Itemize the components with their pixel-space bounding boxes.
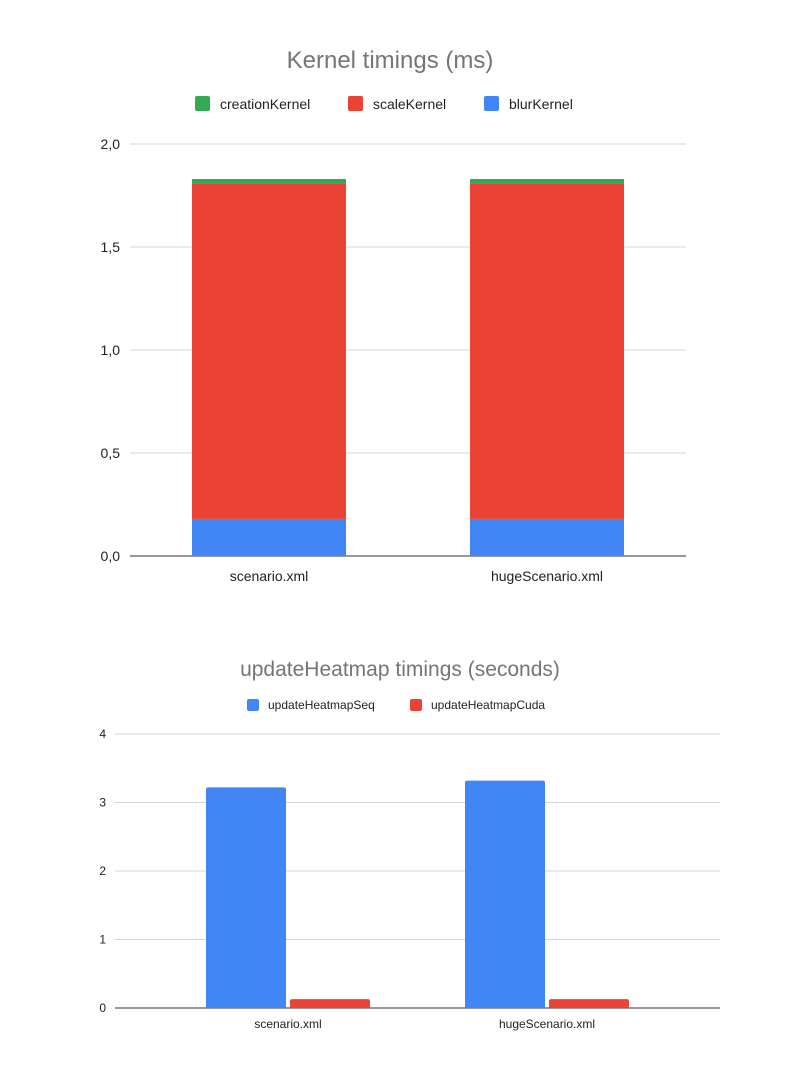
legend-label-updateheatmapcuda: updateHeatmapCuda — [431, 698, 545, 712]
y-tick-label: 1 — [99, 933, 106, 947]
y-tick-label: 1,0 — [101, 342, 121, 358]
bar-scalekernel-scenario-xml — [192, 183, 346, 519]
y-tick-label: 3 — [99, 796, 106, 810]
bar-creationkernel-scenario-xml — [192, 179, 346, 184]
bar-updateheatmapseq-hugescenario-xml — [465, 780, 545, 1008]
y-tick-label: 1,5 — [101, 239, 121, 255]
bar-creationkernel-hugescenario-xml — [470, 179, 624, 184]
x-tick-label: scenario.xml — [254, 1017, 321, 1031]
bar-blurkernel-hugescenario-xml — [470, 518, 624, 556]
y-tick-label: 0 — [99, 1001, 106, 1015]
update-heatmap-timings-chart: updateHeatmap timings (seconds) 0 1 2 3 4 sc… — [99, 658, 720, 1031]
x-tick-label: hugeScenario.xml — [499, 1017, 595, 1031]
y-tick-label: 2,0 — [101, 136, 121, 152]
bar-updateheatmapseq-scenario-xml — [206, 787, 286, 1008]
legend-label-updateheatmapseq: updateHeatmapSeq — [268, 698, 375, 712]
bar-scalekernel-hugescenario-xml — [470, 183, 624, 519]
legend-label-blurkernel: blurKernel — [509, 96, 573, 112]
legend-swatch-creationkernel — [195, 96, 210, 111]
legend-swatch-blurkernel — [484, 96, 499, 111]
legend-label-scalekernel: scaleKernel — [373, 96, 446, 112]
bar-updateheatmapcuda-scenario-xml — [290, 999, 370, 1008]
legend-swatch-updateheatmapcuda — [410, 699, 422, 711]
chart-title: updateHeatmap timings (seconds) — [240, 658, 560, 681]
y-tick-label: 0,0 — [101, 548, 121, 564]
legend-label-creationkernel: creationKernel — [220, 96, 310, 112]
y-tick-label: 2 — [99, 864, 106, 878]
legend-swatch-scalekernel — [348, 96, 363, 111]
bar-blurkernel-scenario-xml — [192, 518, 346, 556]
legend-swatch-updateheatmapseq — [247, 699, 259, 711]
x-tick-label: scenario.xml — [230, 568, 309, 584]
y-tick-label: 0,5 — [101, 445, 121, 461]
x-tick-label: hugeScenario.xml — [491, 568, 603, 584]
kernel-timings-chart: Kernel timings (ms) 0,0 0,5 1,0 1,5 2,0 scen… — [101, 47, 686, 584]
chart-title: Kernel timings (ms) — [287, 47, 494, 74]
y-tick-label: 4 — [99, 727, 106, 741]
bar-updateheatmapcuda-hugescenario-xml — [549, 999, 629, 1008]
